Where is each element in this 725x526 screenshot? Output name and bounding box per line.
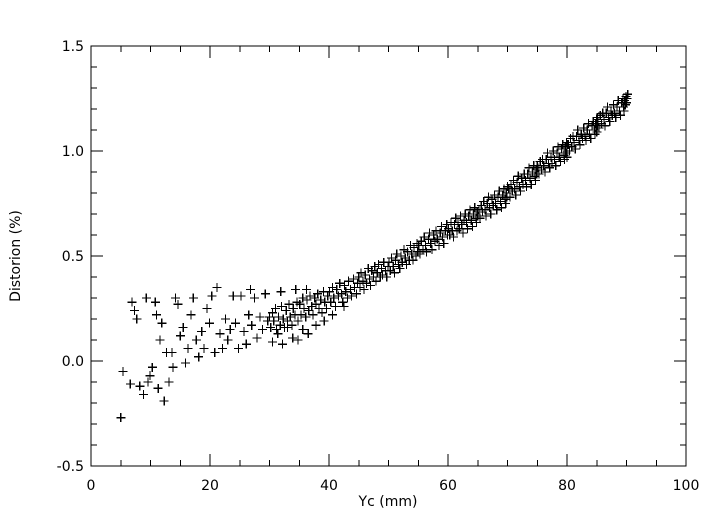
scatter-markers bbox=[116, 89, 633, 423]
x-axis-title: Yc (mm) bbox=[358, 494, 418, 510]
y-axis-title: Distorion (%) bbox=[8, 210, 24, 302]
data-points bbox=[116, 89, 633, 423]
y-tick-label: 1.0 bbox=[62, 144, 84, 160]
axis-ticks bbox=[90, 45, 687, 467]
y-tick-label: 0.0 bbox=[62, 354, 84, 370]
y-tick-label: -0.5 bbox=[57, 459, 84, 475]
y-tick-label: 0.5 bbox=[62, 249, 84, 265]
plot-frame bbox=[90, 45, 687, 467]
x-tick-label: 100 bbox=[673, 478, 700, 494]
y-tick-label: 1.5 bbox=[62, 39, 84, 55]
tick-labels: 0 20 40 60 80 100 -0.5 0.0 0.5 1.0 1.5 bbox=[57, 39, 700, 494]
x-tick-label: 60 bbox=[439, 478, 457, 494]
x-tick-label: 0 bbox=[87, 478, 96, 494]
x-tick-label: 40 bbox=[320, 478, 338, 494]
x-tick-label: 20 bbox=[201, 478, 219, 494]
x-tick-label: 80 bbox=[558, 478, 576, 494]
plot-axes bbox=[90, 45, 687, 467]
